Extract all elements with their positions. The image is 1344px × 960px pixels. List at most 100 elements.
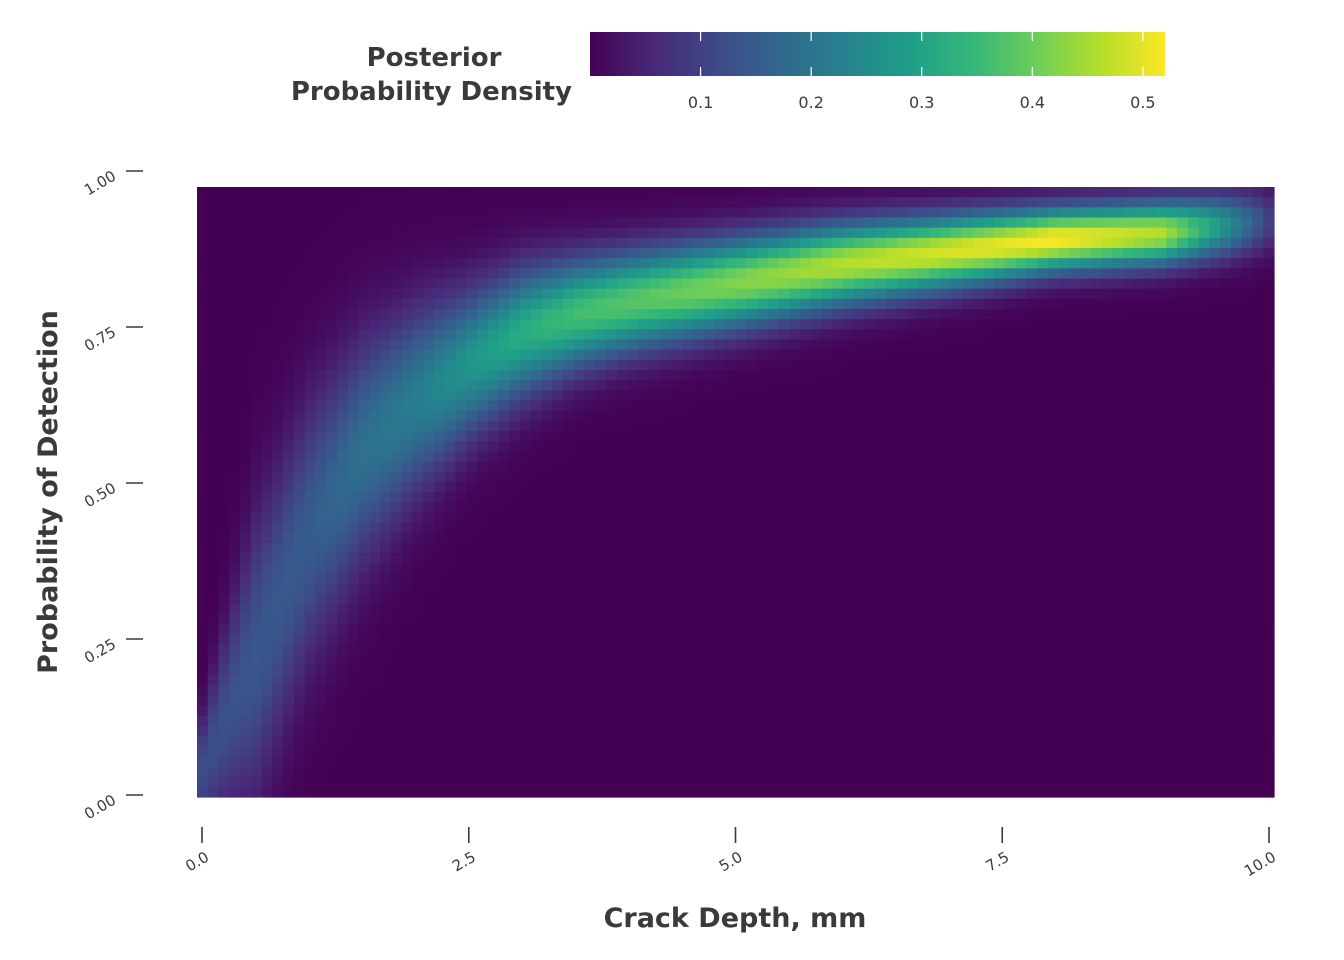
heatmap-cell [1026, 604, 1037, 615]
heatmap-cell [854, 238, 865, 249]
heatmap-cell [251, 309, 262, 320]
heatmap-cell [919, 594, 930, 605]
heatmap-cell [865, 655, 876, 666]
heatmap-cell [359, 472, 370, 483]
heatmap-cell [972, 380, 983, 391]
heatmap-cell [897, 207, 908, 218]
heatmap-cell [1016, 309, 1027, 320]
heatmap-cell [1080, 736, 1091, 747]
heatmap-cell [1026, 187, 1037, 198]
heatmap-cell [337, 543, 348, 554]
heatmap-cell [983, 289, 994, 300]
heatmap-cell [714, 279, 725, 290]
heatmap-cell [315, 218, 326, 229]
heatmap-cell [876, 624, 887, 635]
heatmap-cell [272, 767, 283, 778]
heatmap-cell [854, 624, 865, 635]
heatmap-cell [628, 380, 639, 391]
heatmap-cell [789, 512, 800, 523]
heatmap-cell [219, 777, 230, 788]
heatmap-cell [585, 492, 596, 503]
heatmap-cell [283, 340, 294, 351]
heatmap-cell [272, 492, 283, 503]
heatmap-cell [499, 695, 510, 706]
heatmap-cell [779, 655, 790, 666]
heatmap-cell [929, 319, 940, 330]
heatmap-cell [1016, 299, 1027, 310]
heatmap-cell [800, 258, 811, 269]
heatmap-cell [1069, 401, 1080, 412]
heatmap-cell [585, 197, 596, 208]
heatmap-cell [962, 604, 973, 615]
heatmap-cell [455, 634, 466, 645]
heatmap-cell [434, 268, 445, 279]
heatmap-cell [725, 573, 736, 584]
heatmap-cell [1080, 329, 1091, 340]
heatmap-cell [1059, 614, 1070, 625]
heatmap-cell [229, 736, 240, 747]
heatmap-cell [1005, 187, 1016, 198]
heatmap-cell [876, 218, 887, 229]
heatmap-cell [725, 482, 736, 493]
heatmap-cell [531, 675, 542, 686]
heatmap-cell [315, 238, 326, 249]
heatmap-cell [348, 411, 359, 422]
heatmap-cell [391, 421, 402, 432]
heatmap-cell [789, 523, 800, 534]
heatmap-cell [348, 258, 359, 269]
heatmap-cell [219, 218, 230, 229]
heatmap-cell [585, 207, 596, 218]
heatmap-cell [929, 756, 940, 767]
heatmap-cell [240, 289, 251, 300]
heatmap-cell [822, 695, 833, 706]
heatmap-cell [789, 665, 800, 676]
heatmap-cell [832, 563, 843, 574]
heatmap-cell [197, 482, 208, 493]
heatmap-cell [251, 736, 262, 747]
heatmap-cell [315, 502, 326, 513]
heatmap-cell [402, 655, 413, 666]
heatmap-cell [585, 706, 596, 717]
heatmap-cell [692, 563, 703, 574]
heatmap-cell [315, 248, 326, 259]
heatmap-cell [929, 329, 940, 340]
heatmap-cell [219, 462, 230, 473]
heatmap-cell [1048, 655, 1059, 666]
heatmap-cell [811, 502, 822, 513]
heatmap-cell [617, 716, 628, 727]
heatmap-cell [940, 411, 951, 422]
heatmap-cell [412, 685, 423, 696]
heatmap-cell [822, 441, 833, 452]
heatmap-cell [617, 706, 628, 717]
heatmap-cell [1059, 533, 1070, 544]
heatmap-cell [391, 207, 402, 218]
heatmap-cell [692, 329, 703, 340]
heatmap-cell [703, 329, 714, 340]
heatmap-cell [229, 767, 240, 778]
heatmap-cell [348, 248, 359, 259]
heatmap-cell [466, 573, 477, 584]
heatmap-cell [1048, 268, 1059, 279]
heatmap-cell [412, 207, 423, 218]
heatmap-cell [466, 329, 477, 340]
heatmap-cell [832, 502, 843, 513]
heatmap-cell [692, 289, 703, 300]
heatmap-cell [649, 604, 660, 615]
heatmap-cell [294, 390, 305, 401]
heatmap-cell [466, 319, 477, 330]
heatmap-cell [908, 543, 919, 554]
heatmap-cell [994, 492, 1005, 503]
heatmap-cell [1037, 289, 1048, 300]
heatmap-cell [488, 279, 499, 290]
heatmap-cell [876, 767, 887, 778]
heatmap-cell [606, 197, 617, 208]
heatmap-cell [843, 675, 854, 686]
heatmap-cell [305, 340, 316, 351]
heatmap-cell [272, 218, 283, 229]
heatmap-cell [294, 706, 305, 717]
heatmap-cell [488, 573, 499, 584]
heatmap-cell [725, 787, 736, 798]
heatmap-cell [229, 573, 240, 584]
heatmap-cell [531, 614, 542, 625]
heatmap-cell [832, 756, 843, 767]
